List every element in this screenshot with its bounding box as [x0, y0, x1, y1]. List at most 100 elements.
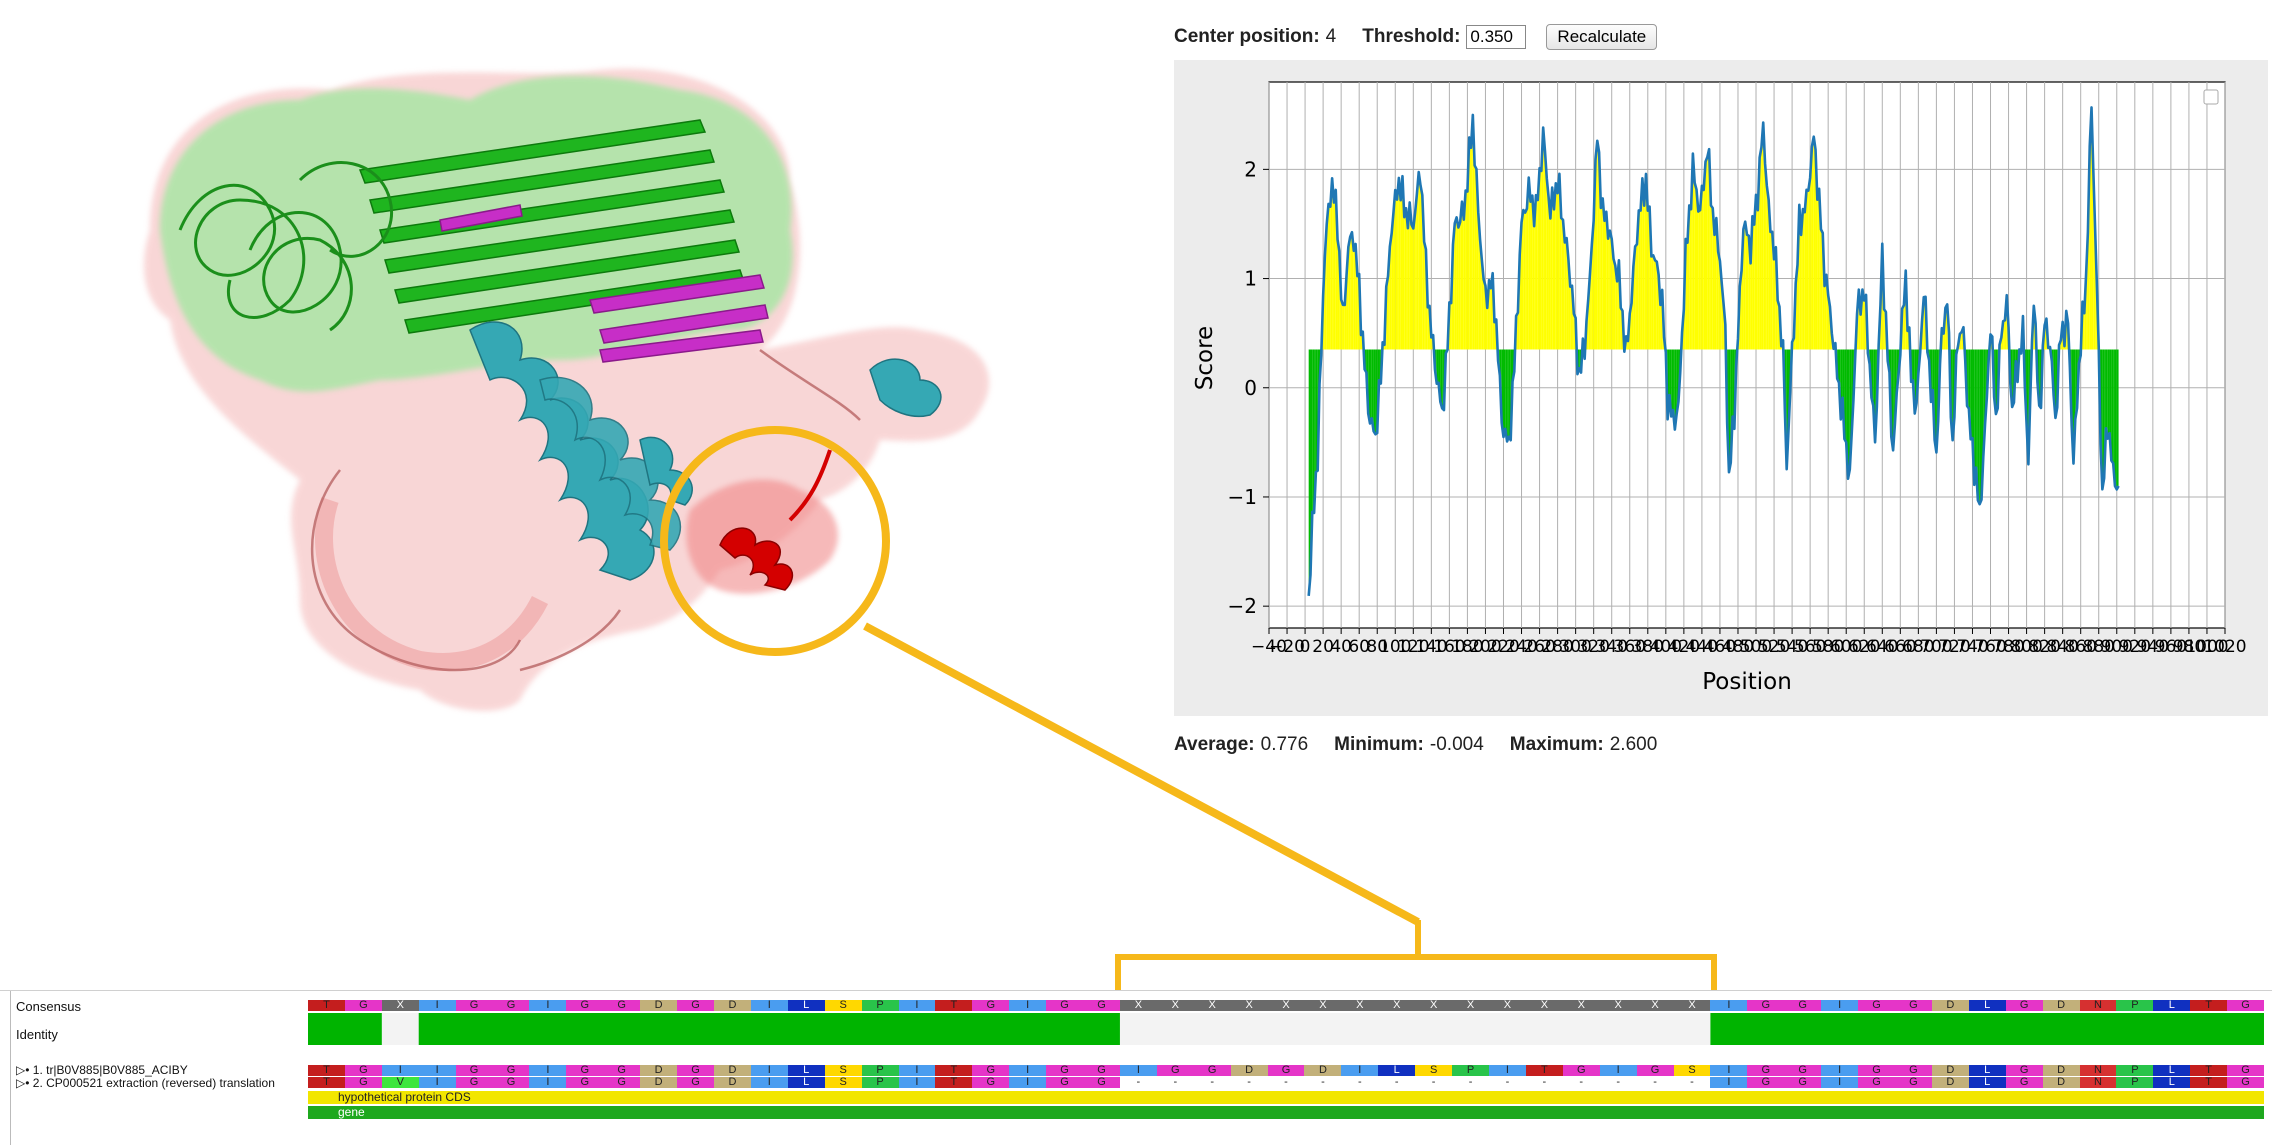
- fill-below-threshold: [1503, 349, 1506, 437]
- sequence-2-residue: -: [1304, 1077, 1342, 1088]
- center-position-value: 4: [1325, 26, 1337, 47]
- fill-above-threshold: [1606, 211, 1609, 350]
- consensus-residue: I: [1710, 1000, 1748, 1011]
- x-tick-label: 80: [1366, 637, 1388, 657]
- identity-mismatch: [1378, 1013, 1416, 1045]
- sequence-1-residue: G: [455, 1065, 493, 1076]
- x-tick-label: 440: [1686, 637, 1718, 657]
- fill-above-threshold: [1546, 178, 1549, 350]
- sequence-2-residue: V: [381, 1077, 419, 1088]
- y-tick-label: 2: [1244, 157, 1257, 181]
- sequence-2-residue: I: [529, 1077, 567, 1088]
- fill-above-threshold: [1409, 202, 1412, 350]
- fill-below-threshold: [1671, 349, 1674, 417]
- sequence-2-residue: -: [1193, 1077, 1231, 1088]
- fill-above-threshold: [1694, 182, 1697, 350]
- feature-gene-track[interactable]: gene: [308, 1106, 2264, 1119]
- sequence-1-residue: G: [344, 1065, 382, 1076]
- fill-above-threshold: [1483, 279, 1486, 350]
- sequence-1-residue: D: [713, 1065, 751, 1076]
- fill-above-threshold: [1469, 137, 1472, 350]
- x-tick-label: 200: [1469, 637, 1501, 657]
- sequence-1-residue: S: [1673, 1065, 1711, 1076]
- x-tick-label: 740: [1956, 637, 1988, 657]
- fill-above-threshold: [1808, 177, 1811, 350]
- fill-above-threshold: [1402, 176, 1405, 350]
- fill-above-threshold: [1397, 177, 1399, 350]
- x-tick-label: 640: [1866, 637, 1898, 657]
- sequence-2-residue: -: [1562, 1077, 1600, 1088]
- fill-below-threshold: [1308, 349, 1311, 596]
- fill-above-threshold: [1353, 244, 1356, 350]
- sequence-2-residue: I: [418, 1077, 456, 1088]
- fill-above-threshold: [1700, 185, 1702, 350]
- sequence-1-label[interactable]: ▷• 1. tr|B0V885|B0V885_ACIBY: [16, 1063, 188, 1077]
- fill-below-threshold: [1436, 349, 1439, 384]
- identity-track: [308, 1013, 2264, 1045]
- sequence-1-residue: G: [1046, 1065, 1084, 1076]
- loops: [310, 348, 861, 672]
- fill-above-threshold: [1420, 185, 1423, 350]
- sequence-2-residue: S: [824, 1077, 862, 1088]
- fill-above-threshold: [1696, 189, 1699, 350]
- consensus-label: Consensus: [16, 999, 82, 1014]
- identity-mismatch: [1415, 1013, 1453, 1045]
- fill-above-threshold: [1712, 208, 1715, 350]
- sequence-2-residue: T: [2190, 1077, 2228, 1088]
- sequence-2-residue: G: [972, 1077, 1010, 1088]
- consensus-residue: X: [1304, 1000, 1342, 1011]
- consensus-residue: X: [1230, 1000, 1268, 1011]
- fill-above-threshold: [1768, 199, 1771, 350]
- consensus-residue: I: [1009, 1000, 1047, 1011]
- sequence-2-residue: G: [1894, 1077, 1932, 1088]
- identity-match: [1784, 1013, 1822, 1045]
- identity-match: [1083, 1013, 1121, 1045]
- sequence-2-residue: I: [750, 1077, 788, 1088]
- feature-cds-track[interactable]: hypothetical protein CDS: [308, 1091, 2264, 1104]
- fill-above-threshold: [1389, 233, 1392, 350]
- x-tick-label: 0: [1300, 637, 1311, 657]
- consensus-residue: G: [972, 1000, 1010, 1011]
- hydropathy-chart-panel: −40 −20 0 20 40 60 80 100 120 140 160 180 200 220 240 2…: [1174, 60, 2268, 716]
- consensus-residue: X: [1599, 1000, 1637, 1011]
- x-tick-label: 940: [2137, 637, 2169, 657]
- fill-above-threshold: [1550, 187, 1553, 350]
- identity-mismatch: [1341, 1013, 1379, 1045]
- fill-above-threshold: [1647, 206, 1650, 350]
- consensus-residue: I: [750, 1000, 788, 1011]
- identity-match: [1009, 1013, 1047, 1045]
- fill-below-threshold: [1370, 349, 1372, 424]
- fill-above-threshold: [1653, 255, 1656, 350]
- sequence-2-residue: G: [1083, 1077, 1120, 1088]
- x-tick-label: 300: [1559, 637, 1591, 657]
- sequence-1-residue: L: [1378, 1065, 1416, 1076]
- identity-match: [344, 1013, 383, 1045]
- x-tick-label: 140: [1415, 637, 1447, 657]
- fill-above-threshold: [1802, 209, 1805, 350]
- sequence-1-residue: G: [1156, 1065, 1194, 1076]
- threshold-input[interactable]: [1466, 25, 1527, 49]
- consensus-residue: L: [1968, 1000, 2006, 1011]
- fill-above-threshold: [1644, 173, 1646, 350]
- sequence-2-residue: -: [1230, 1077, 1268, 1088]
- consensus-residue: X: [1267, 1000, 1305, 1011]
- fill-above-threshold: [1351, 232, 1354, 350]
- identity-mismatch: [1636, 1013, 1675, 1045]
- consensus-residue: I: [529, 1000, 567, 1011]
- sequence-1-residue: P: [861, 1065, 899, 1076]
- fill-above-threshold: [1416, 172, 1419, 350]
- fill-below-threshold: [1976, 349, 1978, 501]
- identity-match: [529, 1013, 567, 1045]
- identity-mismatch: [381, 1013, 420, 1045]
- x-tick-label: 40: [1330, 637, 1352, 657]
- x-tick-label: 960: [2155, 637, 2187, 657]
- identity-match: [677, 1013, 715, 1045]
- maximum-value: 2.600: [1609, 734, 1658, 755]
- recalculate-button[interactable]: Recalculate: [1546, 24, 1658, 50]
- sequence-2-label[interactable]: ▷• 2. CP000521 extraction (reversed) tra…: [16, 1076, 275, 1090]
- fill-above-threshold: [1395, 190, 1398, 350]
- identity-match: [2005, 1013, 2044, 1045]
